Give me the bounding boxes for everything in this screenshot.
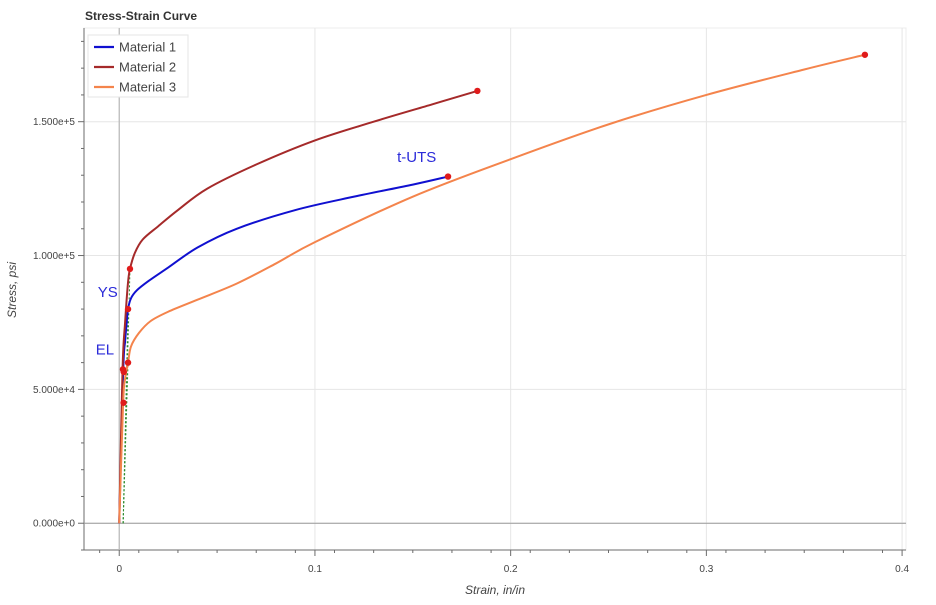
x-tick-label: 0 — [116, 564, 122, 575]
grid — [83, 27, 907, 551]
data-markers — [119, 51, 869, 406]
data-point-marker — [119, 366, 127, 373]
annotation-label: EL — [96, 342, 114, 359]
series-line-material-3 — [118, 53, 866, 524]
annotation-label: t-UTS — [397, 149, 436, 166]
data-point-marker — [126, 265, 134, 273]
series-lines — [118, 53, 866, 524]
offset-line — [122, 362, 129, 524]
legend-label: Material 1 — [119, 40, 176, 55]
x-axis-title: Strain, in/in — [465, 583, 525, 597]
axes: 0 0.1 0.2 0.3 0.4 0.000e+0 5.000e+4 1.000e+5 1.5… — [33, 28, 909, 575]
y-axis-title: Stress, psi — [5, 262, 19, 318]
data-point-marker — [124, 359, 132, 366]
data-point-marker — [124, 305, 132, 313]
data-point-marker — [444, 173, 452, 180]
series-line-material-1 — [118, 175, 449, 524]
x-tick-label: 0.4 — [895, 564, 909, 575]
data-point-marker — [861, 51, 869, 58]
chart-title: Stress-Strain Curve — [85, 9, 197, 23]
annotation-label: YS — [98, 284, 118, 301]
legend: Material 1 Material 2 Material 3 — [87, 34, 189, 98]
series-line-material-2 — [118, 89, 478, 524]
data-point-marker — [474, 87, 481, 95]
y-tick-label: 0.000e+0 — [33, 519, 75, 530]
data-point-marker — [120, 399, 127, 406]
x-tick-label: 0.3 — [699, 564, 713, 575]
legend-label: Material 2 — [119, 60, 176, 75]
y-tick-label: 1.500e+5 — [33, 117, 75, 128]
x-tick-label: 0.1 — [308, 564, 322, 575]
offset-lines — [122, 268, 131, 524]
y-tick-label: 1.000e+5 — [33, 251, 75, 262]
legend-label: Material 3 — [119, 80, 176, 95]
plot-frame — [83, 27, 907, 551]
annotations: EL YS t-UTS — [96, 149, 437, 359]
x-tick-label: 0.2 — [504, 564, 518, 575]
y-tick-label: 5.000e+4 — [33, 385, 75, 396]
